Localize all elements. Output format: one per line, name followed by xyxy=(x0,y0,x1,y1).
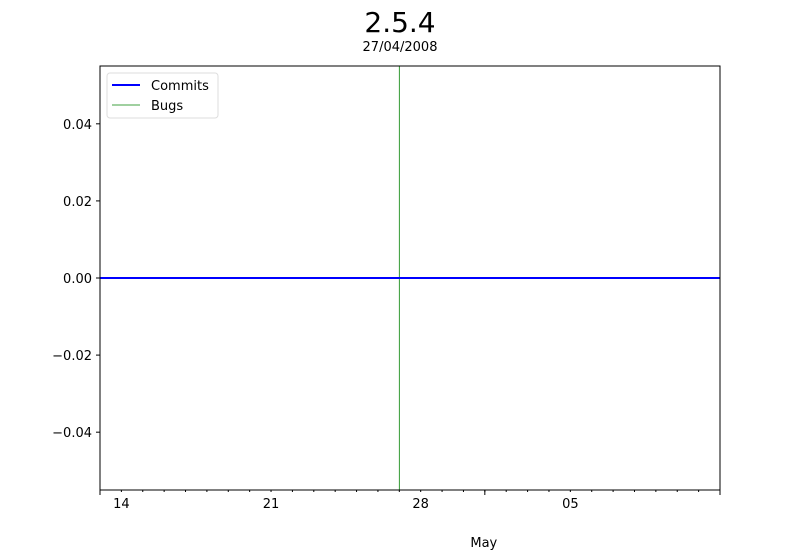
legend-label: Commits xyxy=(151,79,209,94)
chart-subtitle: 27/04/2008 xyxy=(362,40,438,55)
x-tick-label: 21 xyxy=(263,497,280,512)
x-tick-label: 05 xyxy=(562,497,579,512)
x-tick-label: 14 xyxy=(113,497,130,512)
y-tick-label: −0.02 xyxy=(52,349,92,364)
x-axis: 14 21 28 05 xyxy=(99,490,721,512)
legend: Commits Bugs xyxy=(106,72,219,119)
y-tick-label: 0.04 xyxy=(63,118,92,133)
x-axis-label: May xyxy=(470,536,497,550)
y-tick-label: 0.02 xyxy=(63,195,92,210)
y-tick-label: 0.00 xyxy=(63,272,92,287)
x-tick-label: 28 xyxy=(412,497,429,512)
y-tick-label: −0.04 xyxy=(52,426,92,441)
y-axis: 0.04 0.02 0.00 −0.02 −0.04 xyxy=(52,118,100,441)
legend-label: Bugs xyxy=(151,99,183,114)
chart-title: 2.5.4 xyxy=(364,6,436,39)
plot-content xyxy=(100,66,720,490)
